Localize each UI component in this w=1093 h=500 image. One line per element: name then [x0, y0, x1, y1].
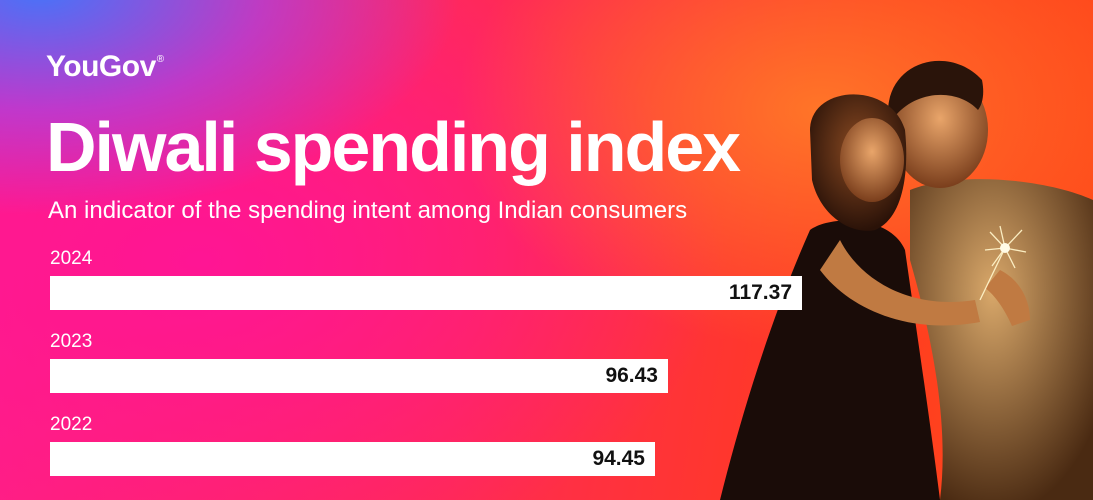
bar-value-2023: 96.43: [605, 364, 658, 387]
bar-2022: 94.45: [50, 442, 655, 476]
couple-sparklers-photo: [720, 60, 1093, 500]
bar-2024: 117.37: [50, 276, 802, 310]
chart-subtitle: An indicator of the spending intent amon…: [48, 197, 688, 224]
bar-value-2024: 117.37: [728, 281, 792, 304]
yougov-logo: YouGov®: [46, 50, 164, 84]
registered-mark: ®: [156, 54, 164, 65]
bar-value-2022: 94.45: [592, 447, 645, 470]
year-label-2023: 2023: [50, 331, 93, 352]
year-label-2024: 2024: [50, 248, 93, 269]
logo-text: YouGov: [46, 50, 156, 83]
bar-2023: 96.43: [50, 359, 668, 393]
chart-title: Diwali spending index: [46, 108, 741, 186]
year-label-2022: 2022: [50, 414, 93, 435]
